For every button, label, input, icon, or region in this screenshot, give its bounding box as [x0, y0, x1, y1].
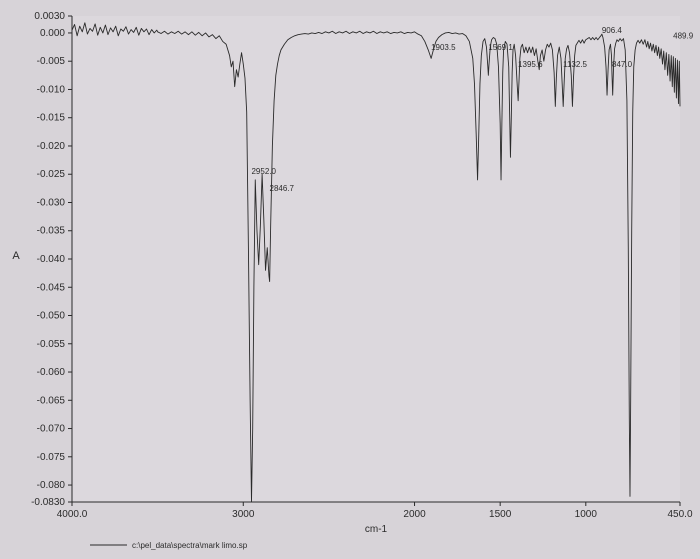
y-tick-label: -0.045	[37, 282, 66, 293]
y-tick-label: -0.050	[37, 311, 66, 322]
y-tick-label: -0.005	[37, 56, 66, 67]
x-tick-label: 1000	[575, 509, 598, 520]
y-tick-label: -0.030	[37, 197, 66, 208]
y-tick-label: 0.0030	[34, 11, 65, 22]
y-tick-label: -0.0830	[31, 497, 65, 508]
y-tick-label: -0.035	[37, 226, 66, 237]
x-tick-label: 1500	[489, 509, 512, 520]
y-tick-label: -0.015	[37, 113, 66, 124]
peak-label: 489.9	[673, 32, 694, 41]
y-tick-label: -0.060	[37, 367, 66, 378]
chart-svg: 0.0030 0.000 -0.005 -0.010 -0.015 -0.020 -0.02…	[0, 0, 700, 559]
peak-label: 1569.1	[488, 43, 513, 52]
y-tick-label: -0.075	[37, 452, 66, 463]
peak-label: 847.0	[612, 60, 633, 69]
y-tick-label: -0.065	[37, 395, 66, 406]
peak-label: 906.4	[602, 26, 623, 35]
y-tick-label: -0.055	[37, 339, 66, 350]
y-tick-label: -0.040	[37, 254, 66, 265]
y-tick-label: -0.080	[37, 480, 66, 491]
y-tick-label: -0.010	[37, 84, 66, 95]
x-tick-label: 3000	[232, 509, 255, 520]
x-tick-label: 450.0	[667, 509, 692, 520]
y-tick-label: -0.020	[37, 141, 66, 152]
peak-label: 1132.5	[563, 60, 587, 69]
y-tick-label: -0.025	[37, 169, 66, 180]
x-axis-label: cm-1	[365, 524, 388, 535]
peak-label: 1395.6	[518, 60, 543, 69]
x-tick-label: 4000.0	[57, 509, 88, 520]
peak-label: 2846.7	[270, 184, 295, 193]
peak-label: 1903.5	[431, 43, 456, 52]
peak-label: 2952.0	[251, 167, 276, 176]
footer-filepath: c:\pel_data\spectra\mark limo.sp	[132, 541, 248, 550]
ir-spectrum-chart: 0.0030 0.000 -0.005 -0.010 -0.015 -0.020 -0.02…	[0, 0, 700, 559]
y-tick-label: -0.070	[37, 424, 66, 435]
y-tick-label: 0.000	[40, 28, 65, 39]
plot-area	[72, 16, 680, 502]
y-axis-label: A	[12, 250, 20, 262]
x-tick-label: 2000	[403, 509, 426, 520]
